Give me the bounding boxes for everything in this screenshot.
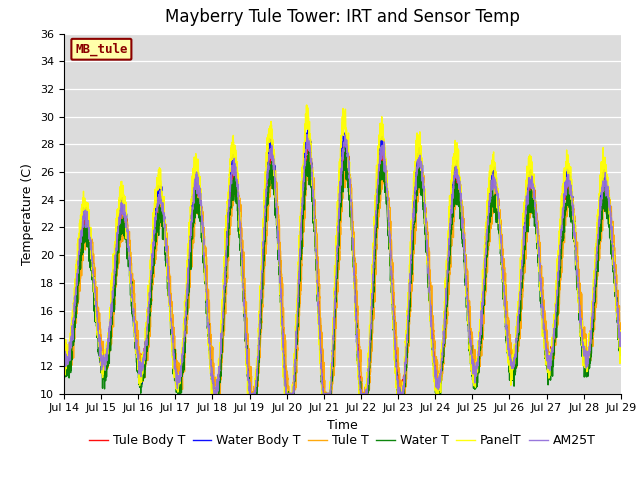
AM25T: [407, 258, 415, 264]
PanelT: [564, 156, 572, 162]
Water T: [617, 353, 625, 359]
Water T: [407, 279, 415, 285]
AM25T: [617, 337, 625, 343]
AM25T: [564, 171, 572, 177]
Tule T: [617, 330, 625, 336]
Title: Mayberry Tule Tower: IRT and Sensor Temp: Mayberry Tule Tower: IRT and Sensor Temp: [165, 9, 520, 26]
Tule T: [179, 371, 187, 377]
Text: MB_tule: MB_tule: [75, 43, 127, 56]
Water T: [180, 354, 188, 360]
Water T: [341, 144, 349, 150]
Tule T: [397, 377, 404, 383]
AM25T: [210, 391, 218, 396]
PanelT: [303, 102, 310, 108]
Tule T: [307, 150, 315, 156]
Line: Water T: Water T: [64, 147, 621, 394]
Legend: Tule Body T, Water Body T, Tule T, Water T, PanelT, AM25T: Tule Body T, Water Body T, Tule T, Water…: [84, 429, 601, 452]
Water Body T: [407, 259, 415, 265]
Line: Tule T: Tule T: [64, 153, 621, 394]
AM25T: [60, 342, 68, 348]
Water Body T: [617, 347, 625, 353]
Tule Body T: [340, 138, 348, 144]
AM25T: [617, 335, 625, 341]
Tule Body T: [211, 391, 219, 396]
X-axis label: Time: Time: [327, 419, 358, 432]
Tule Body T: [617, 338, 625, 344]
Water Body T: [617, 348, 625, 354]
Water T: [60, 355, 68, 361]
Water T: [216, 372, 223, 378]
Tule T: [407, 309, 415, 314]
AM25T: [216, 368, 223, 374]
PanelT: [179, 332, 187, 338]
Line: Tule Body T: Tule Body T: [64, 141, 621, 394]
Water T: [564, 199, 572, 205]
Water Body T: [397, 391, 404, 396]
Water T: [397, 391, 404, 396]
Tule Body T: [216, 365, 223, 371]
Tule T: [60, 337, 68, 343]
AM25T: [179, 349, 187, 355]
Tule T: [216, 374, 223, 380]
PanelT: [60, 348, 68, 353]
PanelT: [617, 351, 625, 357]
Tule Body T: [179, 345, 187, 350]
Line: AM25T: AM25T: [64, 134, 621, 394]
Line: PanelT: PanelT: [64, 105, 621, 394]
Tule Body T: [407, 271, 415, 277]
Tule Body T: [564, 181, 572, 187]
Tule T: [211, 391, 219, 396]
Line: Water Body T: Water Body T: [64, 130, 621, 394]
AM25T: [397, 391, 404, 396]
Tule T: [564, 202, 572, 208]
PanelT: [407, 250, 415, 256]
PanelT: [207, 391, 215, 396]
Tule Body T: [617, 336, 625, 341]
Tule T: [617, 339, 625, 345]
Water Body T: [216, 366, 223, 372]
Tule Body T: [397, 389, 404, 395]
Y-axis label: Temperature (C): Temperature (C): [22, 163, 35, 264]
Water Body T: [564, 178, 572, 184]
PanelT: [617, 328, 625, 334]
PanelT: [397, 391, 404, 396]
PanelT: [216, 351, 223, 357]
Tule Body T: [60, 344, 68, 349]
Water Body T: [304, 127, 312, 132]
Water Body T: [180, 340, 188, 346]
AM25T: [303, 132, 311, 137]
Water Body T: [175, 391, 182, 396]
Water Body T: [60, 358, 68, 363]
Water T: [617, 351, 625, 357]
Water T: [174, 391, 182, 396]
